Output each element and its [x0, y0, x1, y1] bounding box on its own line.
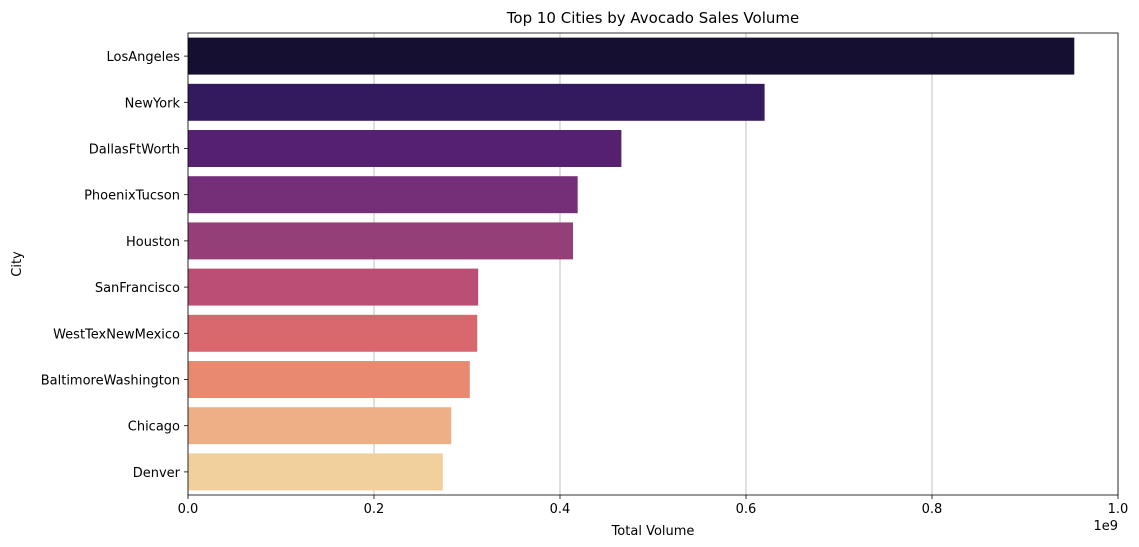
plot-frame	[187, 32, 1119, 496]
y-tick-label: PhoenixTucson	[84, 189, 180, 204]
y-tick-label: Houston	[126, 235, 180, 250]
bar	[188, 83, 765, 121]
y-tick-label: Denver	[133, 466, 181, 481]
bar	[188, 37, 1075, 75]
bar	[188, 268, 479, 306]
x-tick-label: 0.0	[178, 502, 199, 517]
y-axis-label: City	[10, 251, 25, 277]
bar	[188, 407, 452, 445]
bar	[188, 453, 443, 491]
y-tick-label: LosAngeles	[106, 50, 180, 65]
x-axis-label: Total Volume	[611, 524, 695, 539]
bar	[188, 176, 578, 214]
x-tick-label: 0.6	[736, 502, 757, 517]
bars	[188, 37, 1075, 491]
x-tick-label: 0.2	[364, 502, 385, 517]
y-axis-ticks: LosAngeles NewYork DallasFtWorth PhoenixTuc…	[41, 50, 188, 481]
y-tick-label: SanFrancisco	[95, 281, 180, 296]
bar	[188, 222, 574, 260]
y-tick-label: NewYork	[125, 96, 181, 111]
x-tick-label: 0.8	[922, 502, 943, 517]
bar	[188, 130, 622, 167]
x-axis-ticks: 0.0 0.2 0.4 0.6 0.8 1.0	[178, 495, 1129, 517]
y-tick-label: BaltimoreWashington	[41, 374, 180, 389]
y-tick-label: DallasFtWorth	[89, 143, 180, 158]
y-tick-label: Chicago	[128, 420, 180, 435]
x-tick-label: 0.4	[550, 502, 571, 517]
x-tick-label: 1.0	[1108, 502, 1129, 517]
y-tick-label: WestTexNewMexico	[53, 327, 180, 342]
chart-title: Top 10 Cities by Avocado Sales Volume	[506, 9, 799, 27]
plot-border	[187, 32, 1119, 496]
x-axis-scale-note: 1e9	[1093, 519, 1118, 534]
bar	[188, 361, 470, 398]
bar	[188, 314, 478, 352]
